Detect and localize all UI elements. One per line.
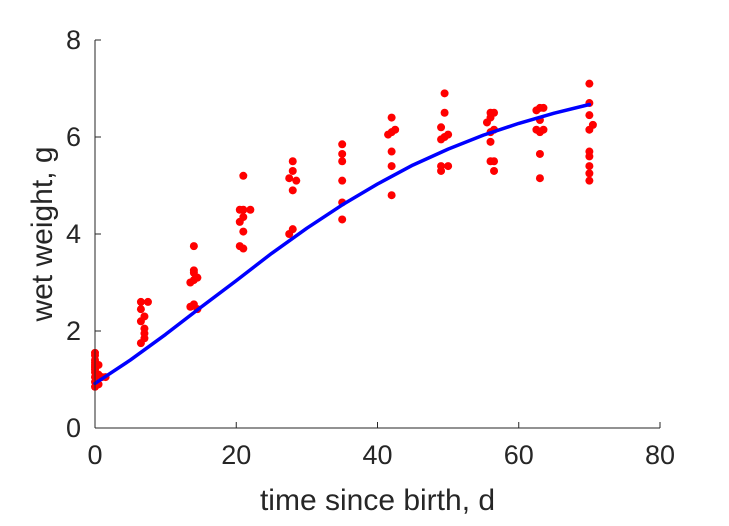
data-point <box>437 123 446 132</box>
data-point <box>585 169 594 178</box>
data-point <box>585 162 594 171</box>
data-point <box>189 266 198 275</box>
data-point <box>288 157 297 166</box>
data-point <box>444 130 453 139</box>
y-axis-label: wet weight, g <box>26 146 59 322</box>
x-tick-label: 80 <box>645 440 675 470</box>
data-point <box>338 157 347 166</box>
y-tick-label: 2 <box>66 316 81 346</box>
data-point <box>486 108 495 117</box>
data-point <box>288 186 297 195</box>
data-point <box>387 191 396 200</box>
y-tick-label: 8 <box>66 25 81 55</box>
data-point <box>444 162 453 171</box>
data-point <box>585 79 594 88</box>
data-point <box>338 140 347 149</box>
data-point <box>535 149 544 158</box>
data-point <box>338 215 347 224</box>
data-point <box>285 174 294 183</box>
x-axis-label: time since birth, d <box>260 484 495 517</box>
data-point <box>440 89 449 98</box>
data-point <box>94 360 103 369</box>
data-point <box>585 176 594 185</box>
data-point <box>535 174 544 183</box>
data-point <box>588 120 597 129</box>
data-point <box>440 108 449 117</box>
data-point <box>387 113 396 122</box>
data-point <box>490 166 499 175</box>
data-point <box>288 225 297 234</box>
data-point <box>387 147 396 156</box>
x-tick-label: 0 <box>87 440 102 470</box>
data-point <box>535 103 544 112</box>
x-tick-label: 40 <box>362 440 392 470</box>
y-tick-label: 4 <box>66 219 81 249</box>
data-point <box>437 162 446 171</box>
data-point <box>136 305 145 314</box>
y-tick-label: 6 <box>66 122 81 152</box>
data-point <box>239 213 248 222</box>
data-point <box>486 137 495 146</box>
data-point <box>387 162 396 171</box>
data-point <box>140 312 149 321</box>
plot-area <box>91 79 597 391</box>
data-point <box>532 125 541 134</box>
x-tick-label: 60 <box>504 440 534 470</box>
y-tick-label: 0 <box>66 413 81 443</box>
data-point <box>490 157 499 166</box>
data-point <box>239 227 248 236</box>
data-point <box>288 166 297 175</box>
data-point <box>338 149 347 158</box>
data-point <box>140 324 149 333</box>
data-point <box>136 297 145 306</box>
data-point <box>539 125 548 134</box>
data-point <box>338 176 347 185</box>
data-point <box>585 147 594 156</box>
data-point <box>143 297 152 306</box>
data-point <box>235 205 244 214</box>
data-point <box>239 244 248 253</box>
data-point <box>391 125 400 134</box>
x-tick-label: 20 <box>221 440 251 470</box>
data-point <box>189 242 198 251</box>
data-point <box>239 171 248 180</box>
fit-curve <box>93 102 592 386</box>
axes: time since birth, d wet weight, g 0 20 40 6… <box>26 25 675 517</box>
data-point <box>585 111 594 120</box>
data-point <box>292 176 301 185</box>
data-point <box>246 205 255 214</box>
